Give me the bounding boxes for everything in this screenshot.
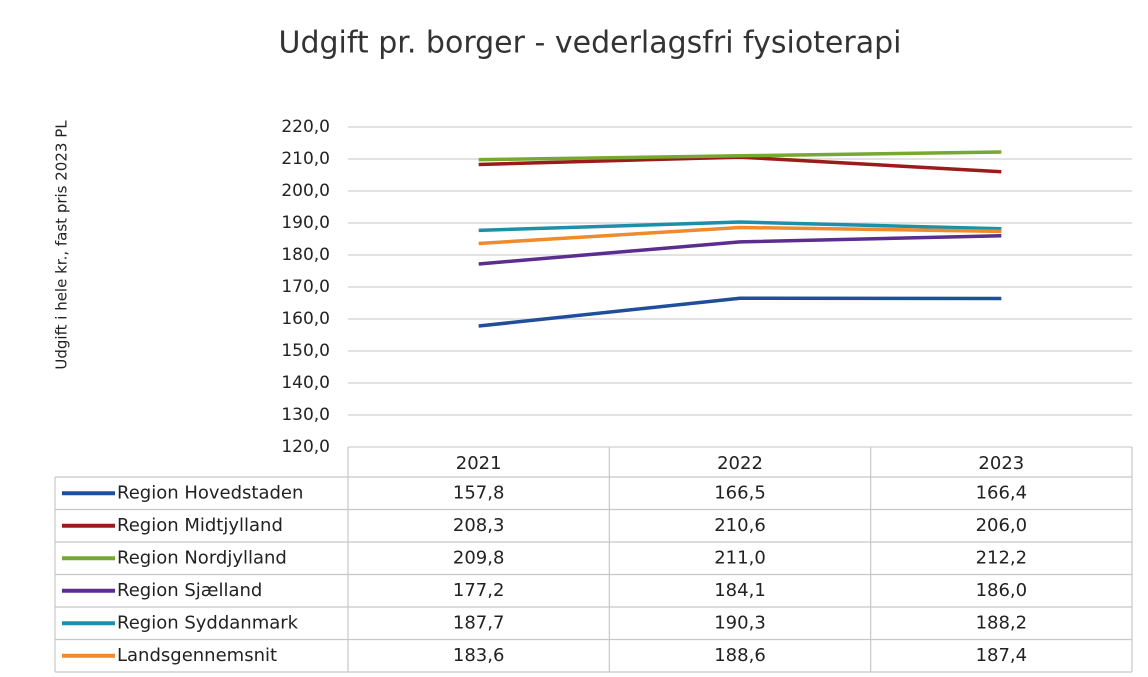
legend-label: Region Hovedstaden xyxy=(117,482,303,503)
table-value: 157,8 xyxy=(453,482,505,503)
table-value: 209,8 xyxy=(453,547,505,568)
legend-label: Region Midtjylland xyxy=(117,515,283,536)
y-tick-label: 120,0 xyxy=(281,437,330,457)
x-tick-label: 2022 xyxy=(717,453,763,474)
series-line xyxy=(478,150,1002,162)
table-value: 186,0 xyxy=(976,580,1028,601)
table-value: 208,3 xyxy=(453,515,505,536)
table-value: 187,4 xyxy=(976,645,1028,666)
legend-label: Region Syddanmark xyxy=(117,612,299,633)
legend-label: Region Nordjylland xyxy=(117,547,287,568)
table-value: 211,0 xyxy=(714,547,766,568)
table-value: 166,4 xyxy=(976,482,1028,503)
y-tick-label: 170,0 xyxy=(281,277,330,297)
table-value: 183,6 xyxy=(453,645,505,666)
series-line xyxy=(478,225,1002,246)
table-value: 184,1 xyxy=(714,580,766,601)
x-tick-label: 2023 xyxy=(978,453,1024,474)
table-value: 210,6 xyxy=(714,515,766,536)
y-tick-label: 180,0 xyxy=(281,245,330,265)
y-tick-label: 150,0 xyxy=(281,341,330,361)
table-value: 190,3 xyxy=(714,612,766,633)
table-value: 212,2 xyxy=(976,547,1028,568)
legend-label: Landsgennemsnit xyxy=(117,645,277,666)
y-tick-label: 200,0 xyxy=(281,181,330,201)
y-tick-label: 210,0 xyxy=(281,149,330,169)
table-value: 177,2 xyxy=(453,580,505,601)
y-tick-label: 130,0 xyxy=(281,405,330,425)
table-value: 206,0 xyxy=(976,515,1028,536)
x-tick-label: 2021 xyxy=(456,453,502,474)
y-tick-label: 190,0 xyxy=(281,213,330,233)
chart-title: Udgift pr. borger - vederlagsfri fysiote… xyxy=(279,26,902,61)
series-line xyxy=(478,220,1002,233)
series-line xyxy=(478,296,1002,328)
y-tick-label: 160,0 xyxy=(281,309,330,329)
table-value: 188,6 xyxy=(714,645,766,666)
table-value: 188,2 xyxy=(976,612,1028,633)
series-line xyxy=(478,234,1002,266)
legend-label: Region Sjælland xyxy=(117,580,262,601)
y-tick-label: 140,0 xyxy=(281,373,330,393)
table-value: 187,7 xyxy=(453,612,505,633)
table-value: 166,5 xyxy=(714,482,766,503)
y-axis-label: Udgift i hele kr., fast pris 2023 PL xyxy=(53,120,71,370)
y-tick-label: 220,0 xyxy=(281,117,330,137)
